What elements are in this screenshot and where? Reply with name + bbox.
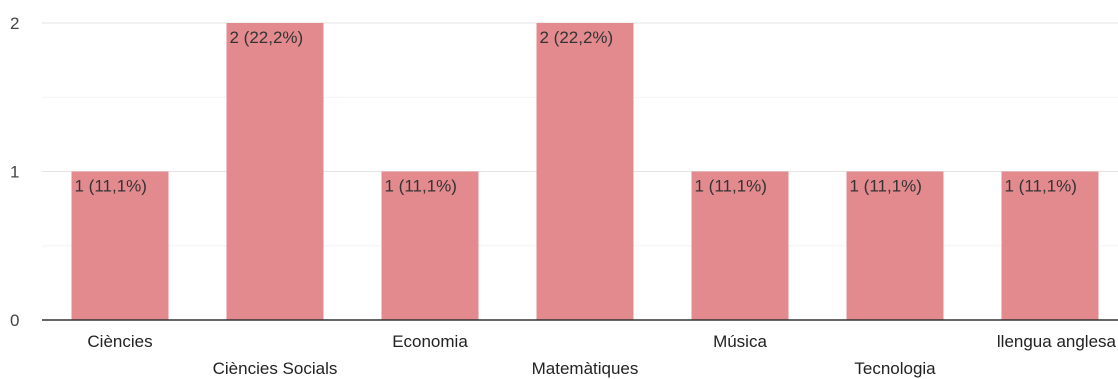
bars — [71, 23, 1099, 320]
bar-data-label: 2 (22,2%) — [540, 28, 614, 47]
x-category-label: llengua anglesa — [997, 332, 1117, 351]
bar — [536, 23, 634, 320]
x-category-label: Ciències Socials — [213, 359, 338, 378]
bar-data-label: 2 (22,2%) — [230, 28, 304, 47]
bar — [691, 171, 789, 320]
x-axis-labels: Ciències Ciències Socials Economia Matemàti… — [87, 332, 1116, 378]
bar — [71, 171, 169, 320]
bar-data-label: 1 (11,1%) — [75, 177, 147, 196]
x-category-label: Economia — [392, 332, 468, 351]
x-category-label: Música — [713, 332, 767, 351]
data-labels: 1 (11,1%) 2 (22,2%) 1 (11,1%) 2 (22,2%) 1 (1… — [75, 28, 1077, 196]
bar — [226, 23, 324, 320]
bar-data-label: 1 (11,1%) — [850, 177, 922, 196]
bar — [1001, 171, 1099, 320]
bar-data-label: 1 (11,1%) — [695, 177, 767, 196]
y-tick-label: 1 — [10, 163, 19, 182]
y-tick-label: 0 — [10, 311, 19, 330]
bar-data-label: 1 (11,1%) — [385, 177, 457, 196]
x-category-label: Matemàtiques — [532, 359, 639, 378]
bar — [846, 171, 944, 320]
y-tick-label: 2 — [10, 14, 19, 33]
x-category-label: Tecnologia — [854, 359, 936, 378]
bar — [381, 171, 479, 320]
x-category-label: Ciències — [87, 332, 152, 351]
y-axis-ticks: 0 1 2 — [10, 14, 19, 330]
bar-data-label: 1 (11,1%) — [1005, 177, 1077, 196]
